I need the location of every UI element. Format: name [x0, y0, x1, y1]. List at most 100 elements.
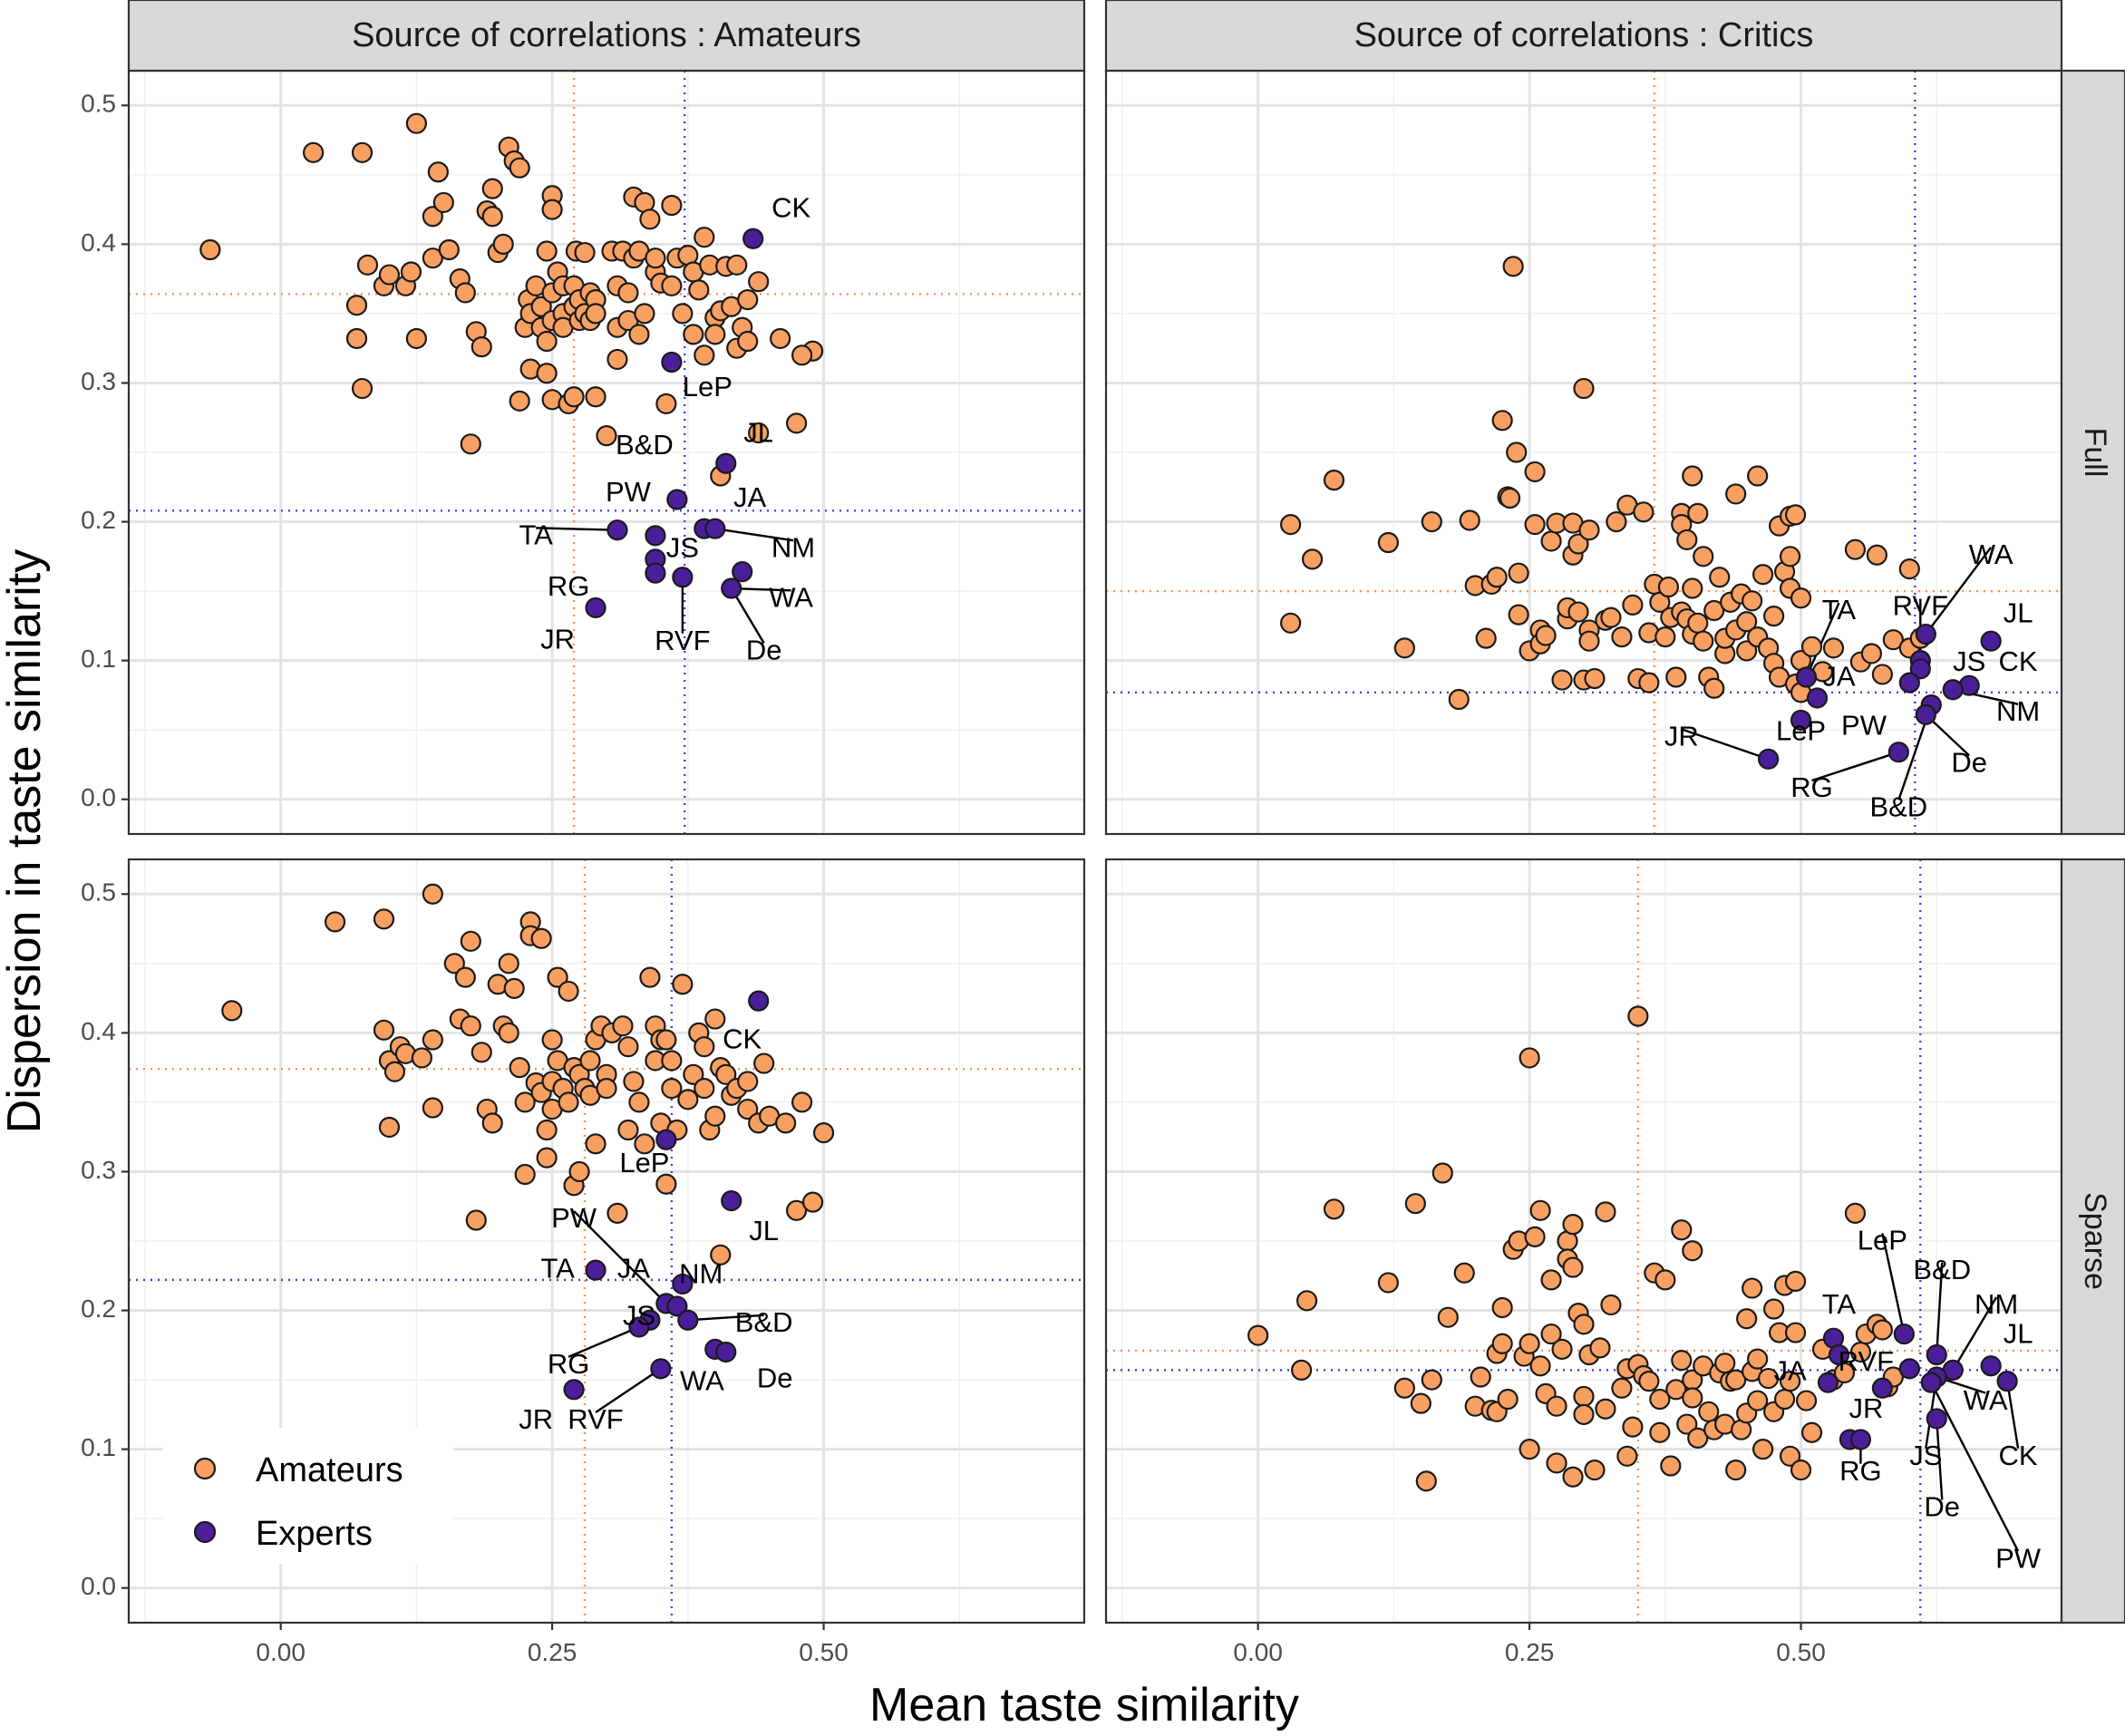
label-connector	[687, 1314, 764, 1322]
point-amateur	[1323, 470, 1345, 491]
panel-0: CK LeP JL B&D PW JA TA NM JS RG WA RVF JR De 0.0 0.1 0.2…	[81, 69, 1086, 836]
point-expert	[1915, 703, 1936, 725]
point-amateur	[661, 1050, 683, 1072]
point-label: NM	[1996, 695, 2040, 727]
y-tick-label: 0.2	[81, 1295, 116, 1323]
point-amateur	[1600, 606, 1622, 628]
point-amateur	[1622, 1416, 1644, 1438]
y-tick-label: 0.4	[81, 1017, 116, 1045]
point-amateur	[1497, 1388, 1519, 1411]
col-strip-0	[127, 0, 1086, 73]
point-amateur	[634, 303, 655, 325]
point-expert	[1980, 1355, 2002, 1377]
point-amateur	[612, 1015, 634, 1037]
point-amateur	[606, 348, 628, 371]
point-amateur	[1595, 1201, 1616, 1223]
point-amateur	[536, 363, 558, 384]
point-expert	[1887, 742, 1909, 763]
point-amateur	[1752, 1439, 1774, 1460]
point-amateur	[655, 1029, 677, 1051]
point-amateur	[1508, 562, 1529, 584]
panel-border	[127, 858, 1086, 1624]
point-label: RVF	[1893, 590, 1948, 622]
point-label: RG	[548, 570, 590, 602]
point-expert	[1790, 709, 1812, 732]
point-amateur	[1871, 1319, 1893, 1341]
point-amateur	[1546, 1452, 1567, 1474]
point-amateur	[1676, 529, 1698, 551]
point-label: B&D	[1913, 1254, 1971, 1285]
point-amateur	[1742, 1277, 1763, 1299]
point-amateur	[356, 254, 379, 276]
y-tick-label: 0.0	[81, 1572, 116, 1600]
point-amateur	[1524, 1226, 1546, 1248]
point-amateur	[1431, 1162, 1453, 1184]
point-amateur	[704, 1105, 726, 1127]
point-amateur	[1898, 558, 1920, 580]
point-amateur	[1573, 1385, 1595, 1408]
point-amateur	[1665, 1379, 1687, 1401]
point-amateur	[1377, 531, 1400, 554]
point-amateur	[1698, 1401, 1720, 1422]
point-amateur	[1589, 1337, 1611, 1359]
point-amateur	[694, 344, 715, 366]
point-expert	[1926, 1343, 1947, 1366]
point-amateur	[1301, 548, 1324, 570]
point-amateur	[1578, 519, 1600, 541]
point-amateur	[606, 1202, 628, 1224]
point-amateur	[1421, 510, 1442, 533]
point-amateur	[786, 1199, 808, 1221]
point-amateur	[1638, 1371, 1660, 1392]
point-amateur	[1415, 1470, 1437, 1492]
point-label: PW	[551, 1202, 597, 1234]
point-amateur	[405, 327, 427, 350]
col-strip-label: Source of correlations : Amateurs	[352, 16, 861, 54]
point-amateur	[498, 1022, 519, 1043]
point-amateur	[617, 1119, 639, 1141]
point-amateur	[1703, 677, 1725, 699]
point-amateur	[791, 344, 813, 366]
point-amateur	[677, 1089, 699, 1110]
point-amateur	[1682, 1240, 1703, 1262]
point-label: LeP	[1858, 1225, 1907, 1256]
point-amateur	[1448, 688, 1470, 711]
point-label: B&D	[1869, 791, 1927, 823]
point-amateur	[770, 327, 791, 350]
point-amateur	[1499, 487, 1521, 509]
point-amateur	[1502, 256, 1524, 277]
point-label: De	[757, 1362, 793, 1393]
point-amateur	[1822, 637, 1845, 659]
point-amateur	[1453, 1262, 1475, 1284]
point-amateur	[536, 240, 558, 262]
point-label: PW	[1995, 1542, 2042, 1574]
point-expert	[628, 1316, 650, 1338]
point-amateur	[1736, 640, 1758, 662]
point-amateur	[1600, 1294, 1622, 1316]
point-amateur	[1725, 483, 1747, 505]
point-expert	[1920, 1372, 1942, 1393]
point-amateur	[563, 386, 585, 408]
point-amateur	[378, 1116, 401, 1139]
point-amateur	[503, 977, 525, 999]
point-amateur	[683, 1063, 704, 1085]
row-strip-label: Full	[2078, 428, 2112, 478]
legend-key-experts	[193, 1520, 217, 1544]
point-amateur	[704, 1008, 726, 1030]
point-label: TA	[1822, 594, 1857, 626]
point-amateur	[1784, 1270, 1807, 1292]
point-label: JS	[623, 1299, 655, 1331]
label-connector	[1881, 1233, 1906, 1334]
point-expert	[1893, 1323, 1915, 1345]
point-amateur	[1790, 587, 1812, 609]
point-expert	[1942, 679, 1964, 701]
point-amateur	[1506, 441, 1528, 463]
point-amateur	[1540, 1323, 1562, 1345]
point-label: LeP	[1776, 714, 1826, 746]
point-amateur	[1529, 1355, 1551, 1377]
point-amateur	[748, 271, 770, 293]
point-amateur	[1459, 509, 1480, 531]
x-tick-label: 0.00	[256, 1638, 306, 1666]
point-label: JA	[1773, 1355, 1807, 1387]
point-amateur	[1491, 1296, 1513, 1319]
point-amateur	[1860, 643, 1882, 664]
